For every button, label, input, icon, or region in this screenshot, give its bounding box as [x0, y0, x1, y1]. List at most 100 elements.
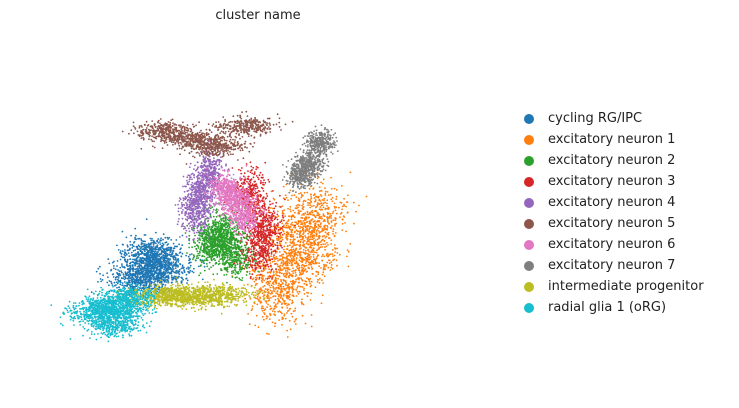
scatter-point — [273, 260, 276, 263]
scatter-point — [219, 238, 221, 241]
scatter-point — [140, 268, 143, 270]
scatter-point — [174, 267, 177, 269]
scatter-point — [155, 261, 158, 264]
scatter-point — [222, 224, 225, 227]
scatter-point — [273, 225, 276, 228]
scatter-point — [271, 310, 274, 312]
scatter-point — [188, 242, 191, 245]
scatter-point — [152, 243, 155, 246]
scatter-point — [229, 253, 232, 256]
scatter-point — [290, 242, 293, 245]
scatter-point — [255, 175, 258, 177]
scatter-point — [168, 236, 171, 239]
scatter-point — [281, 324, 283, 326]
scatter-point — [301, 298, 303, 301]
scatter-point — [287, 303, 290, 306]
scatter-point — [191, 246, 194, 249]
scatter-point — [119, 283, 122, 286]
scatter-point — [196, 250, 199, 253]
scatter-point — [320, 202, 323, 205]
scatter-point — [319, 206, 322, 208]
scatter-point — [210, 229, 213, 232]
scatter-point — [226, 234, 229, 236]
scatter-point — [120, 270, 123, 272]
scatter-point — [284, 198, 286, 201]
scatter-point — [266, 306, 268, 309]
scatter-point — [279, 235, 282, 238]
scatter-point — [267, 178, 270, 181]
scatter-point — [245, 267, 248, 270]
scatter-point — [168, 262, 171, 265]
scatter-point — [210, 247, 213, 250]
scatter-point — [269, 305, 272, 308]
scatter-point — [264, 288, 267, 290]
scatter-point — [286, 329, 288, 332]
scatter-point — [331, 196, 334, 199]
scatter-point — [145, 248, 148, 251]
scatter-point — [114, 278, 117, 281]
scatter-point — [121, 250, 124, 253]
scatter-point — [289, 273, 291, 275]
scatter-point — [274, 310, 276, 313]
scatter-point — [286, 336, 289, 338]
scatter-point — [292, 244, 295, 247]
scatter-point — [113, 267, 115, 270]
scatter-point — [318, 230, 320, 232]
scatter-point — [313, 214, 316, 217]
scatter-point — [285, 248, 288, 251]
scatter-point — [304, 280, 306, 282]
scatter-point — [279, 237, 282, 240]
scatter-point — [304, 216, 307, 219]
scatter-point — [330, 198, 333, 201]
scatter-point — [129, 274, 131, 277]
scatter-point — [322, 213, 325, 216]
scatter-point — [142, 278, 145, 280]
scatter-point — [155, 256, 158, 259]
scatter-point — [203, 262, 206, 265]
scatter-point — [262, 270, 265, 272]
scatter-point — [302, 203, 305, 206]
scatter-point — [197, 265, 200, 268]
scatter-point — [152, 262, 154, 265]
scatter-point — [315, 270, 318, 273]
scatter-point — [128, 255, 131, 257]
scatter-point — [285, 257, 288, 259]
scatter-point — [290, 312, 293, 315]
scatter-point — [270, 307, 273, 310]
scatter-point — [227, 224, 230, 227]
scatter-point — [205, 258, 208, 260]
scatter-point — [134, 264, 137, 267]
scatter-point — [265, 317, 268, 320]
scatter-point — [223, 232, 226, 235]
scatter-point — [257, 298, 260, 301]
scatter-point — [126, 258, 129, 261]
scatter-point — [160, 239, 163, 242]
scatter-point — [182, 278, 185, 281]
scatter-point — [160, 237, 163, 240]
scatter-point — [330, 227, 332, 230]
scatter-point — [322, 206, 325, 209]
scatter-point — [301, 223, 304, 226]
scatter-point — [342, 215, 345, 218]
scatter-point — [244, 249, 247, 252]
scatter-point — [255, 314, 258, 317]
scatter-point — [170, 255, 173, 258]
scatter-point — [146, 253, 148, 256]
scatter-point — [145, 269, 147, 272]
scatter-point — [291, 254, 293, 257]
scatter-point — [131, 261, 134, 263]
scatter-point — [291, 221, 294, 224]
scatter-point — [181, 234, 184, 237]
scatter-point — [274, 205, 277, 208]
scatter-point — [314, 220, 316, 222]
scatter-point — [144, 243, 146, 245]
scatter-point — [181, 265, 184, 268]
scatter-point — [137, 252, 140, 255]
scatter-point — [159, 241, 161, 243]
scatter-point — [206, 234, 208, 237]
scatter-point — [203, 269, 206, 272]
scatter-point — [243, 179, 246, 182]
scatter-point — [126, 245, 129, 248]
scatter-point — [134, 285, 137, 288]
scatter-point — [284, 303, 287, 305]
